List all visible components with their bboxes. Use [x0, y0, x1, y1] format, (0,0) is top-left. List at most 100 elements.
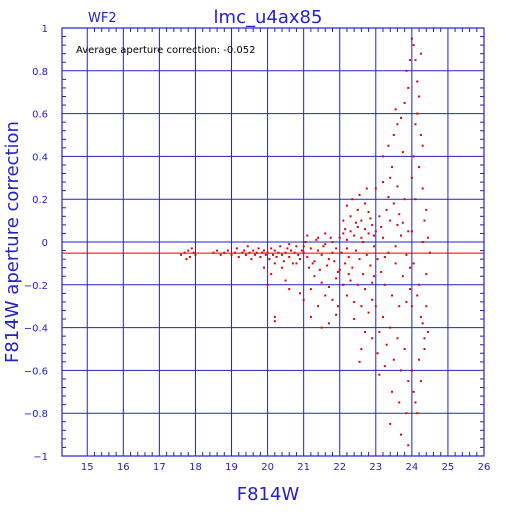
data-point: [219, 253, 222, 256]
data-point: [419, 52, 422, 55]
data-point: [237, 255, 240, 258]
data-point: [216, 249, 219, 252]
data-point: [327, 258, 330, 261]
data-point: [405, 300, 408, 303]
data-point: [345, 247, 348, 250]
data-point: [371, 223, 374, 226]
data-point: [185, 258, 188, 261]
data-point: [273, 262, 276, 265]
data-point: [387, 196, 390, 199]
data-point: [412, 155, 415, 158]
data-point: [412, 390, 415, 393]
data-point: [392, 202, 395, 205]
data-point: [363, 330, 366, 333]
data-point: [235, 247, 238, 250]
data-point: [407, 230, 410, 233]
data-point: [279, 245, 282, 248]
data-point: [405, 412, 408, 415]
data-point: [414, 401, 417, 404]
data-point: [281, 266, 284, 269]
data-point: [302, 298, 305, 301]
data-point: [295, 245, 298, 248]
data-point: [394, 245, 397, 248]
data-point: [353, 300, 356, 303]
data-point: [421, 187, 424, 190]
data-point: [389, 326, 392, 329]
data-point: [410, 369, 413, 372]
data-point: [358, 360, 361, 363]
x-tick-label: 26: [478, 462, 491, 473]
data-point: [367, 211, 370, 214]
data-point: [320, 281, 323, 284]
data-point: [382, 155, 385, 158]
data-point: [320, 326, 323, 329]
x-axis-label: F814W: [237, 484, 300, 505]
data-point: [273, 315, 276, 318]
data-point: [226, 249, 229, 252]
data-point: [394, 108, 397, 111]
data-point: [327, 322, 330, 325]
data-point: [418, 358, 421, 361]
data-point: [414, 198, 417, 201]
data-point: [416, 112, 419, 115]
data-point: [257, 247, 260, 250]
data-point: [410, 176, 413, 179]
data-point: [403, 101, 406, 104]
data-point: [338, 236, 341, 239]
data-point: [324, 243, 327, 246]
x-tick-label: 22: [333, 462, 346, 473]
data-point: [376, 352, 379, 355]
data-point: [336, 270, 339, 273]
data-point: [322, 245, 325, 248]
data-point: [391, 294, 394, 297]
data-point: [273, 320, 276, 323]
data-point: [331, 241, 334, 243]
data-point: [308, 266, 311, 269]
data-point: [304, 241, 307, 243]
data-point: [354, 221, 357, 224]
data-point: [396, 185, 399, 188]
data-point: [313, 275, 316, 278]
data-point: [363, 228, 366, 231]
data-point: [326, 264, 329, 267]
data-point: [401, 275, 404, 278]
data-point: [383, 255, 386, 258]
data-point: [345, 204, 348, 207]
data-point: [290, 249, 293, 252]
data-point: [288, 243, 291, 246]
data-point: [327, 285, 330, 288]
chart-title: lmc_u4ax85: [214, 7, 323, 28]
data-point: [389, 219, 392, 222]
data-point: [392, 134, 395, 136]
data-point: [317, 249, 320, 252]
data-point: [378, 215, 381, 218]
data-point: [371, 298, 374, 301]
data-point: [401, 221, 404, 224]
data-point: [410, 305, 413, 308]
data-point: [344, 228, 347, 231]
data-point: [374, 305, 377, 308]
data-point: [349, 230, 352, 233]
tick-layer: 15 16 17 18 19 20 21 22 23 24 25 26 −1 −0.8 −0.6 −0.4 −0…: [24, 24, 491, 473]
data-point: [297, 253, 300, 256]
data-point: [400, 234, 403, 237]
data-point: [360, 236, 363, 239]
data-point: [401, 151, 404, 154]
data-point: [416, 294, 419, 297]
data-point: [336, 305, 339, 308]
data-point: [264, 253, 267, 256]
x-tick-label: 25: [442, 462, 455, 473]
data-point: [351, 266, 354, 269]
data-point: [344, 262, 347, 265]
y-tick-label: 0.8: [32, 67, 48, 78]
data-point: [380, 270, 383, 273]
data-point: [288, 288, 291, 291]
y-tick-label: 1: [42, 24, 48, 35]
data-point: [396, 123, 399, 126]
data-point: [291, 262, 294, 265]
y-tick-label: 0: [42, 238, 48, 249]
data-point: [356, 208, 359, 211]
y-tick-label: −0.2: [24, 281, 48, 292]
data-point: [423, 337, 426, 340]
